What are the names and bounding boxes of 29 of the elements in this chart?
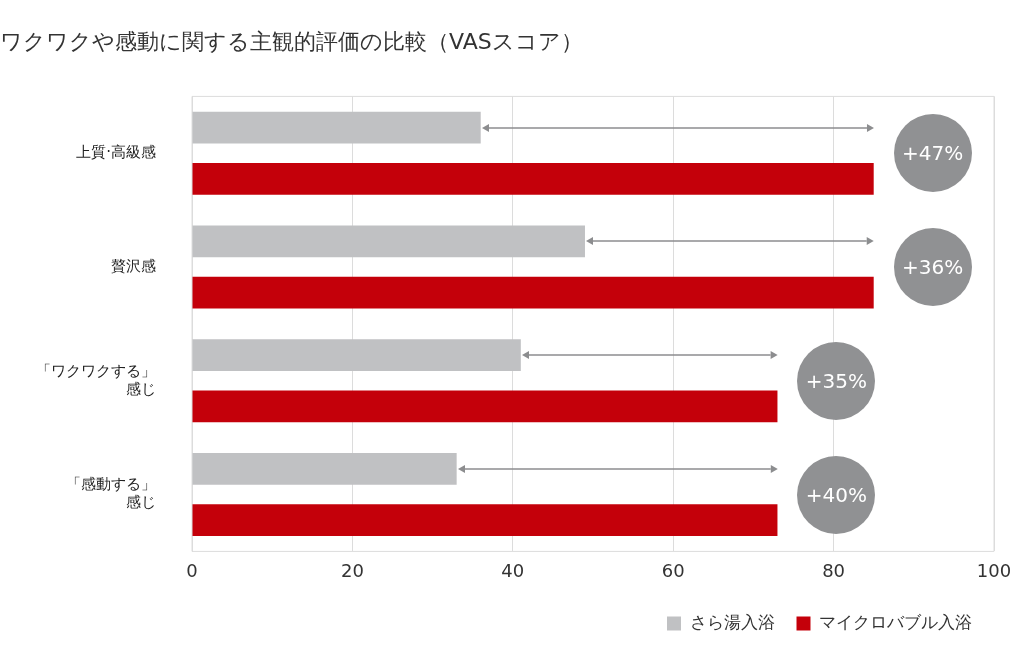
x-tick-label: 40 xyxy=(501,559,525,581)
legend-label: マイクロバブル入浴 xyxy=(819,611,972,632)
bar xyxy=(192,225,585,258)
bar xyxy=(192,339,521,372)
annotation: +40% xyxy=(805,482,868,507)
x-tick-label: 0 xyxy=(186,559,198,581)
y-tick-label: 「感動する」感じ xyxy=(66,475,156,512)
circle-badge: +47% xyxy=(893,114,972,193)
y-tick-label: 贅沢感 xyxy=(111,256,156,275)
bar xyxy=(192,504,778,536)
x-tick-label: 100 xyxy=(976,559,1012,581)
circle-badge: +40% xyxy=(797,455,876,534)
bar xyxy=(192,163,874,195)
y-tick-label: 「ワクワクする」感じ xyxy=(36,361,156,398)
bar xyxy=(192,453,457,485)
bar xyxy=(192,276,874,309)
circle-badge: +36% xyxy=(893,228,972,306)
annotation: +47% xyxy=(902,141,964,166)
annotation: +35% xyxy=(805,368,868,393)
annotation: +36% xyxy=(902,255,964,280)
x-tick-label: 20 xyxy=(340,559,364,581)
bar xyxy=(192,111,481,144)
x-tick-label: 60 xyxy=(661,559,685,581)
x-tick-label: 80 xyxy=(822,559,846,581)
bar xyxy=(192,390,778,423)
circle-badge: +35% xyxy=(797,341,876,420)
legend-label: さら湯入浴 xyxy=(689,611,775,632)
y-tick-label: 上質·高級感 xyxy=(76,143,156,162)
chart-title: ワクワクや感動に関する主観的評価の比較（VASスコア） xyxy=(0,28,583,54)
